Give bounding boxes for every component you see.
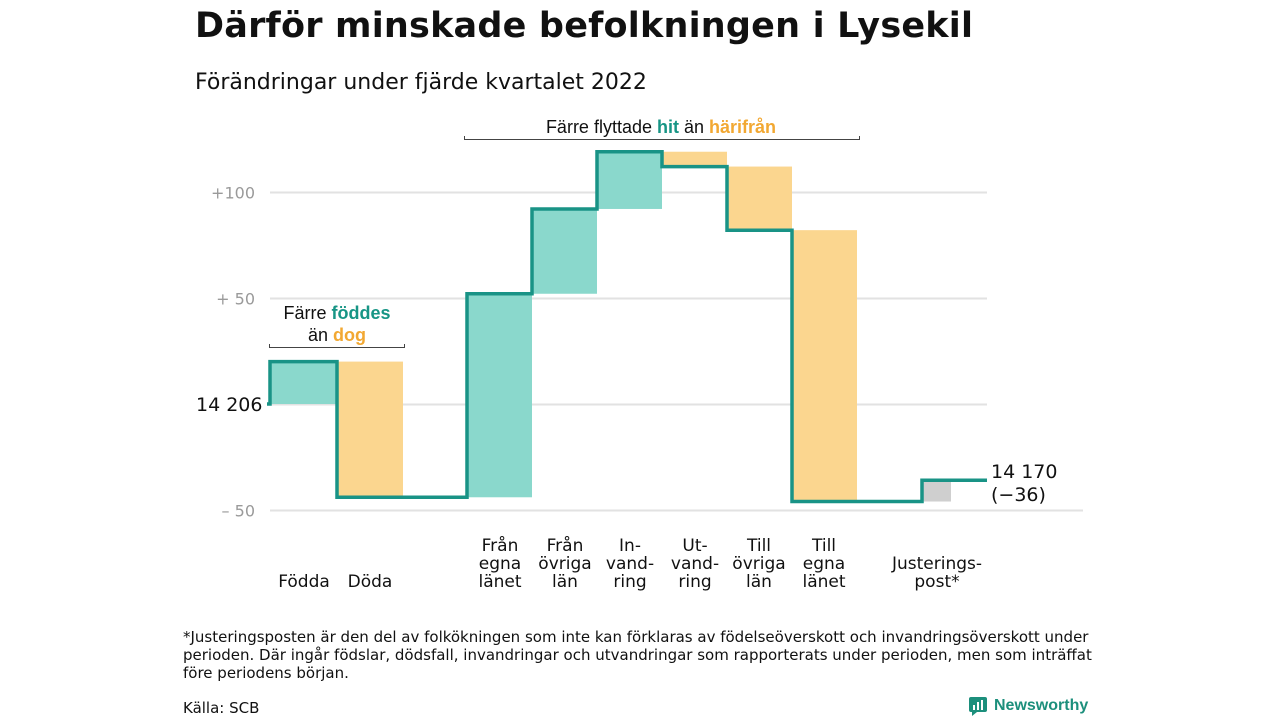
category-label: In- — [619, 536, 641, 556]
category-label: Födda — [278, 572, 330, 592]
category-label: egna — [479, 554, 521, 574]
bar-increase — [466, 293, 532, 498]
chart-subtitle: Förändringar under fjärde kvartalet 2022 — [195, 70, 647, 95]
category-label: län — [552, 572, 578, 592]
bar-increase — [532, 208, 597, 294]
migration-annotation-hit: hit — [657, 117, 679, 137]
natural-change-annotation: Färre föddes än dog — [269, 303, 405, 348]
natural-annotation-line1: Färre föddes — [283, 303, 390, 323]
newsworthy-logo: Newsworthy — [968, 696, 1088, 716]
bar-adjustment — [923, 480, 951, 502]
natural-annotation-born: föddes — [332, 303, 391, 323]
start-value-label: 14 206 — [196, 394, 262, 416]
category-label: Ut- — [682, 536, 707, 556]
step-line-layer — [267, 149, 987, 504]
bar-increase — [597, 151, 662, 209]
footnote: *Justeringsposten är den del av folkökni… — [183, 628, 1092, 682]
end-value-label: 14 170 — [991, 461, 1057, 483]
newsworthy-logo-icon — [969, 697, 987, 716]
bar-layer — [270, 151, 951, 502]
category-label: egna — [803, 554, 845, 574]
category-label: Justerings- — [891, 554, 982, 574]
migration-annotation-harifran: härifrån — [709, 117, 776, 137]
population-step-line — [267, 149, 987, 504]
category-label: Döda — [348, 572, 393, 592]
category-label: vand- — [606, 554, 654, 574]
source-label: Källa: SCB — [183, 699, 260, 717]
category-label: länet — [802, 572, 845, 592]
natural-annotation-died: dog — [333, 325, 366, 345]
category-label: Från — [547, 535, 584, 556]
y-tick-label: – 50 — [222, 502, 255, 521]
category-label: länet — [478, 572, 521, 592]
y-tick-label: + 50 — [216, 290, 255, 309]
category-label: län — [746, 572, 772, 592]
category-label: Från — [482, 535, 519, 556]
migration-annotation-than: än — [679, 117, 709, 137]
bar-decrease — [792, 230, 857, 502]
end-change-label: (−36) — [991, 484, 1046, 506]
category-label: övriga — [538, 554, 591, 574]
category-label: post* — [914, 572, 959, 592]
category-label: övriga — [732, 554, 785, 574]
category-label: ring — [613, 572, 646, 592]
migration-annotation-prefix: Färre flyttade — [546, 117, 657, 137]
natural-annotation-prefix: Färre — [283, 303, 331, 323]
category-label: vand- — [671, 554, 719, 574]
migration-annotation: Färre flyttade hit än härifrån — [464, 117, 860, 140]
natural-annotation-line2: än dog — [308, 325, 366, 345]
y-tick-label: +100 — [211, 184, 255, 203]
bar-increase — [270, 361, 337, 404]
category-label: ring — [678, 572, 711, 592]
chart-title: Därför minskade befolkningen i Lysekil — [195, 6, 974, 46]
category-label: Till — [746, 536, 771, 556]
bar-decrease — [727, 166, 792, 231]
natural-annotation-than: än — [308, 325, 333, 345]
migration-annotation-text: Färre flyttade hit än härifrån — [546, 117, 776, 137]
bar-decrease — [662, 151, 727, 167]
bar-decrease — [337, 361, 403, 498]
brand-name: Newsworthy — [994, 697, 1089, 714]
category-label: Till — [811, 536, 836, 556]
